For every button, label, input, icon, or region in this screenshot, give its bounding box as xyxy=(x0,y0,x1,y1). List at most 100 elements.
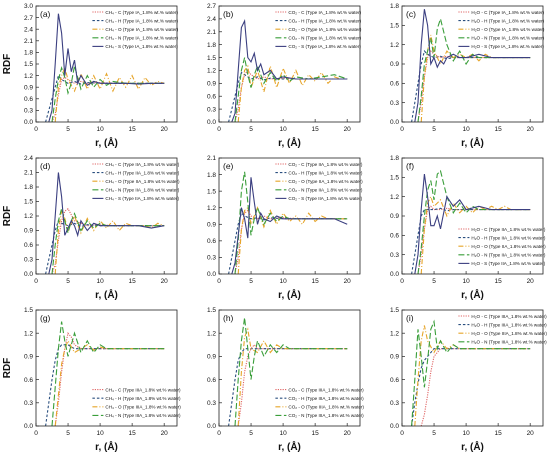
legend-label: CO₂ - O (Type IIIA_1.8% wt.% water) xyxy=(288,405,364,410)
y-tick-label: 0.0 xyxy=(390,423,399,430)
y-tick-label: 2.4 xyxy=(24,26,33,33)
x-tick-label: 5 xyxy=(66,278,70,285)
x-axis-label: r, (Å) xyxy=(95,440,118,453)
plot-frame xyxy=(401,309,544,427)
series-line-o xyxy=(54,66,165,122)
x-tick-label: 10 xyxy=(96,126,104,133)
x-tick-label: 15 xyxy=(312,278,320,285)
y-tick-label: 1.8 xyxy=(24,50,33,57)
x-tick-label: 20 xyxy=(344,278,352,285)
x-tick-label: 10 xyxy=(279,126,287,133)
x-tick-label: 20 xyxy=(527,278,535,285)
x-axis-label: r, (Å) xyxy=(278,136,301,149)
x-tick-label: 5 xyxy=(432,278,436,285)
y-tick-label: 0.0 xyxy=(24,119,33,126)
y-tick-label: 2.1 xyxy=(207,155,216,162)
x-tick-label: 15 xyxy=(129,126,137,133)
y-tick-label: 0.3 xyxy=(390,252,399,259)
rdf-panel: 0 5 10 15 20 0.0 0.3 0.6 0.9 1.2 1.5 1.8 r, (Å) (c) H₂… xyxy=(390,3,545,149)
legend-label: CO₂ - H (Type IIA_1.8% wt.% water) xyxy=(288,170,362,175)
y-tick-label: 1.2 xyxy=(390,42,399,49)
y-tick-label: 0.0 xyxy=(24,271,33,278)
y-tick-label: 1.8 xyxy=(390,155,399,162)
y-tick-label: 0.3 xyxy=(24,257,33,264)
y-tick-label: 2.1 xyxy=(24,170,33,177)
x-tick-label: 5 xyxy=(249,430,253,437)
y-tick-label: 0.0 xyxy=(390,119,399,126)
x-tick-label: 0 xyxy=(217,278,221,285)
plot-frame xyxy=(218,157,361,275)
series-line-h xyxy=(45,219,165,274)
y-axis-label: RDF xyxy=(2,54,13,75)
x-tick-label: 15 xyxy=(129,430,137,437)
y-tick-label: 1.5 xyxy=(24,61,33,68)
x-axis-label: r, (Å) xyxy=(95,288,118,301)
series-line-o xyxy=(237,64,348,122)
series-line-s xyxy=(48,13,165,122)
series-line-n xyxy=(411,319,531,426)
panel-letter: (d) xyxy=(40,161,51,171)
y-tick-label: 0.3 xyxy=(207,400,216,407)
rdf-panel: 0 5 10 15 20 0.0 0.3 0.6 0.9 1.2 1.5 1.8 2.1 2.4 2.7 r,… xyxy=(207,3,362,149)
y-tick-label: 1.5 xyxy=(24,307,33,314)
x-tick-label: 5 xyxy=(432,126,436,133)
legend-label: CH₄ - N (Type IIA_1.8% wt.% water) xyxy=(105,188,179,193)
legend-label: CO₂ - O (Type IIA_1.8% wt.% water) xyxy=(288,179,363,184)
series-line-n xyxy=(51,321,165,426)
x-tick-label: 0 xyxy=(400,126,404,133)
legend-label: CO₂ - H (Type IA_1.8% wt.% water) xyxy=(288,18,361,23)
x-tick-label: 0 xyxy=(34,430,38,437)
y-tick-label: 1.5 xyxy=(390,307,399,314)
panel-letter: (e) xyxy=(223,161,234,171)
y-tick-label: 0.0 xyxy=(207,423,216,430)
y-tick-label: 2.4 xyxy=(207,16,216,23)
legend-label: H₂O - N (Type IA_1.8% wt.% water) xyxy=(471,36,544,41)
rdf-panel: 0 5 10 15 20 0.0 0.3 0.6 0.9 1.2 1.5 1.8 2.1 r, (Å) (e… xyxy=(207,155,363,301)
panel-letter: (f) xyxy=(406,161,414,171)
y-tick-label: 1.2 xyxy=(390,194,399,201)
x-tick-label: 0 xyxy=(400,430,404,437)
legend-label: H₂O - N (Type IIA_1.8% wt.% water) xyxy=(471,253,545,258)
series-line-o xyxy=(237,327,348,426)
legend-label: CH₄ - O (Type IA_1.8% wt.% water) xyxy=(105,27,178,32)
panel-letter: (c) xyxy=(406,9,416,19)
x-tick-label: 20 xyxy=(527,430,535,437)
legend-label: CH₄ - H (Type IIA_1.8% wt.% water) xyxy=(105,170,179,175)
x-tick-label: 15 xyxy=(495,126,503,133)
y-tick-label: 0.6 xyxy=(390,377,399,384)
y-tick-label: 1.5 xyxy=(390,175,399,182)
series-line-s xyxy=(48,172,165,274)
y-tick-label: 2.7 xyxy=(207,3,216,10)
legend-label: CH₄ - H (Type IIIA_1.8% wt.% water) xyxy=(105,396,181,401)
x-tick-label: 5 xyxy=(66,430,70,437)
y-tick-label: 0.3 xyxy=(390,400,399,407)
legend-label: CH₄ - C (Type IIA_1.8% wt.% water) xyxy=(105,162,179,167)
legend-label: H₂O - H (Type IA_1.8% wt.% water) xyxy=(471,18,544,23)
series-line-h xyxy=(411,348,531,426)
legend-label: H₂O - S (Type IA_1.8% wt.% water) xyxy=(471,44,544,49)
y-tick-label: 0.9 xyxy=(390,61,399,68)
panel-letter: (h) xyxy=(223,313,234,323)
rdf-panel: 0 5 10 15 20 0.0 0.3 0.6 0.9 1.2 1.5 r, (Å) RDF (g) CH… xyxy=(2,307,181,453)
legend-label: CH₄ - N (Type IIIA_1.8% wt.% water) xyxy=(105,413,181,418)
series-line-c xyxy=(420,348,531,426)
x-tick-label: 15 xyxy=(495,278,503,285)
series-line-h xyxy=(411,50,531,122)
legend-label: CO₂ - H (Type IIIA_1.8% wt.% water) xyxy=(288,396,364,401)
x-tick-label: 20 xyxy=(344,430,352,437)
y-tick-label: 1.8 xyxy=(207,42,216,49)
x-tick-label: 10 xyxy=(279,278,287,285)
y-tick-label: 1.8 xyxy=(207,172,216,179)
y-axis-label: RDF xyxy=(2,358,13,379)
x-tick-label: 10 xyxy=(96,278,104,285)
legend-label: CO₂ - N (Type IA_1.8% wt.% water) xyxy=(288,36,361,41)
legend-label: CO₂ - N (Type IIA_1.8% wt.% water) xyxy=(288,188,362,193)
y-tick-label: 0.0 xyxy=(207,119,216,126)
y-tick-label: 1.5 xyxy=(207,188,216,195)
y-tick-label: 0.9 xyxy=(24,354,33,361)
y-tick-label: 0.9 xyxy=(24,84,33,91)
x-tick-label: 20 xyxy=(527,126,535,133)
x-tick-label: 0 xyxy=(34,126,38,133)
legend-label: H₂O - O (Type IIA_1.8% wt.% water) xyxy=(471,244,546,249)
